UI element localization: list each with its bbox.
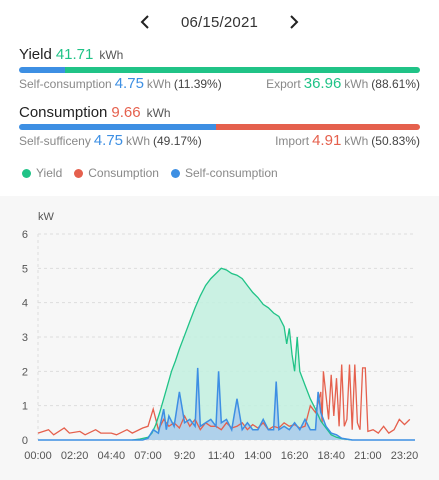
self-sufficiency-unit: kWh (126, 134, 151, 148)
yield-export-label: Export (266, 77, 301, 91)
yield-summary: Yield 41.71 kWh (19, 46, 123, 63)
yield-export-pct: (88.61%) (371, 77, 420, 91)
yield-self-consumption-value: 4.75 (114, 75, 144, 92)
import-label: Import (275, 134, 310, 148)
next-day-button[interactable] (280, 8, 308, 36)
yield-export-value: 36.96 (303, 75, 342, 92)
yield-export-segment (64, 67, 420, 73)
y-axis-label: kW (38, 211, 55, 223)
x-tick-label: 18:40 (317, 450, 345, 462)
x-tick-label: 02:20 (61, 450, 89, 462)
yield-self-consumption: Self-consumption 4.75 kWh (11.39%) (19, 75, 222, 92)
yield-area (132, 268, 353, 440)
yield-value: 41.71 (55, 46, 94, 63)
import-unit: kWh (344, 134, 369, 148)
import-pct: (50.83%) (371, 134, 420, 148)
selected-date[interactable]: 06/15/2021 (180, 13, 259, 31)
previous-day-button[interactable] (131, 8, 159, 36)
x-tick-label: 04:40 (98, 450, 126, 462)
x-tick-label: 07:00 (134, 450, 162, 462)
consumption-import-segment (216, 124, 420, 130)
import-value: 4.91 (312, 132, 342, 149)
chevron-right-icon (290, 15, 299, 29)
yield-self-consumption-unit: kWh (146, 77, 171, 91)
yield-unit: kWh (99, 48, 124, 62)
consumption-legend-dot-icon (74, 168, 84, 178)
yield-label: Yield (19, 46, 52, 63)
power-chart[interactable]: kW 0 1 2 3 4 5 6 00:00 02:20 04:40 07:00 9:20 11:40… (0, 196, 439, 480)
x-tick-label: 21:00 (354, 450, 382, 462)
yield-export-unit: kWh (344, 77, 369, 91)
date-navigation: 06/15/2021 (0, 8, 439, 36)
consumption-self-sufficiency-segment (19, 124, 217, 130)
y-tick-label: 0 (22, 435, 28, 447)
y-tick-label: 4 (22, 298, 28, 310)
chart-plot-area (37, 267, 415, 441)
consumption-split-bar (19, 124, 420, 130)
consumption-label: Consumption (19, 104, 108, 121)
x-tick-label: 11:40 (208, 450, 235, 462)
yield-self-consumption-segment (19, 67, 65, 73)
self-consumption-line (38, 367, 415, 441)
self-sufficiency-pct: (49.17%) (153, 134, 202, 148)
x-tick-label: 23:20 (391, 450, 419, 462)
y-tick-label: 1 (22, 401, 28, 413)
consumption-summary: Consumption 9.66 kWh (19, 104, 171, 121)
y-axis-ticks: 0 1 2 3 4 5 6 (22, 229, 28, 447)
legend-label-yield: Yield (36, 166, 63, 180)
yield-self-consumption-pct: (11.39%) (173, 77, 222, 91)
legend-item-consumption[interactable]: Consumption (74, 166, 159, 180)
y-tick-label: 2 (22, 366, 28, 378)
x-tick-label: 9:20 (174, 450, 195, 462)
consumption-self-sufficiency: Self-sufficeny 4.75 kWh (49.17%) (19, 132, 202, 149)
yield-legend-dot-icon (22, 168, 31, 178)
x-axis-ticks: 00:00 02:20 04:40 07:00 9:20 11:40 14:00 16:20 1… (24, 450, 418, 462)
yield-line (132, 267, 353, 441)
x-tick-label: 00:00 (24, 450, 52, 462)
chevron-left-icon (140, 15, 149, 29)
consumption-line (37, 364, 411, 436)
self-sufficiency-label: Self-sufficeny (19, 134, 91, 148)
consumption-unit: kWh (146, 106, 171, 120)
self-sufficiency-value: 4.75 (93, 132, 124, 149)
legend-item-self-consumption[interactable]: Self-consumption (170, 166, 278, 180)
yield-self-consumption-label: Self-consumption (19, 77, 112, 91)
y-tick-label: 6 (22, 229, 28, 241)
legend-label-self-consumption: Self-consumption (184, 166, 278, 180)
yield-export: Export 36.96 kWh (88.61%) (266, 75, 420, 92)
consumption-value: 9.66 (111, 104, 141, 121)
self-consumption-legend-dot-icon (170, 168, 180, 178)
consumption-import: Import 4.91 kWh (50.83%) (275, 132, 420, 149)
legend-item-yield[interactable]: Yield (22, 166, 62, 180)
y-tick-label: 5 (22, 263, 28, 275)
y-tick-label: 3 (22, 332, 28, 344)
yield-split-bar (19, 67, 420, 73)
chart-legend: Yield Consumption Self-consumption (22, 166, 290, 180)
x-tick-label: 16:20 (281, 450, 309, 462)
legend-label-consumption: Consumption (88, 166, 159, 180)
x-tick-label: 14:00 (244, 450, 272, 462)
